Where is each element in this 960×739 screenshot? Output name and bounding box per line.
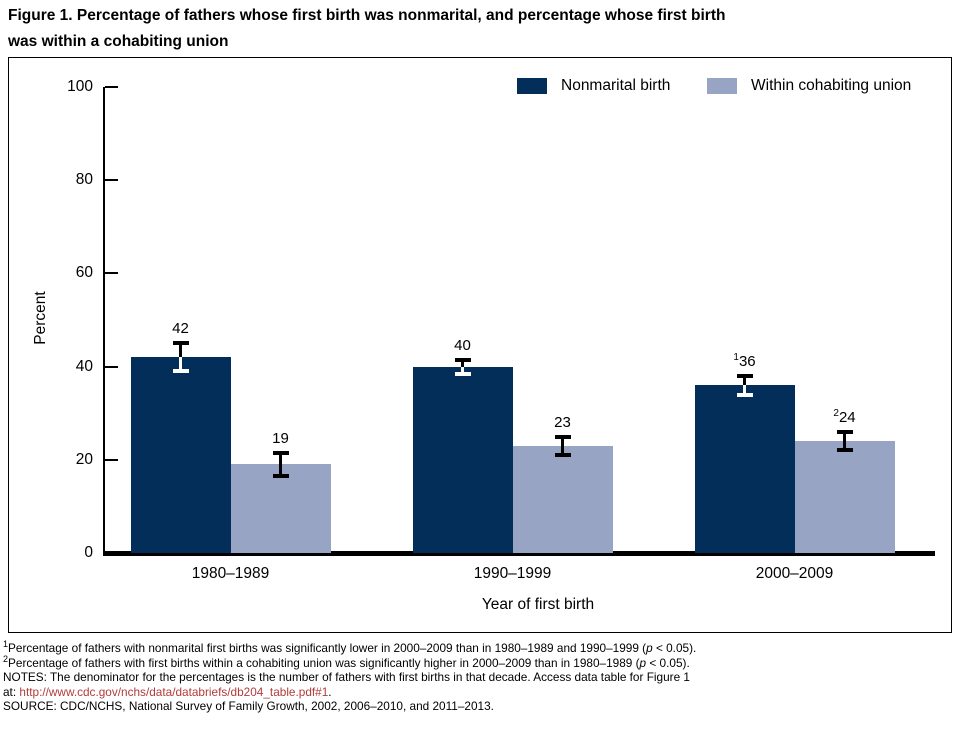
footnote-source: SOURCE: CDC/NCHS, National Survey of Fam… xyxy=(3,699,494,714)
error-cap-bottom-within-cohabiting-union-1990-1999 xyxy=(554,453,571,458)
y-tick-label-40: 40 xyxy=(75,357,93,375)
error-cap-bottom-nonmarital-birth-1990-1999 xyxy=(454,371,471,376)
category-label-1980-1989: 1980–1989 xyxy=(191,565,270,582)
error-stem-upper-nonmarital-birth-1990-1999 xyxy=(461,359,464,367)
footnote-1: 1Percentage of fathers with nonmarital f… xyxy=(3,639,697,655)
y-tick-40 xyxy=(105,365,118,368)
y-tick-label-0: 0 xyxy=(84,544,93,561)
legend-label-nonmarital: Nonmarital birth xyxy=(561,77,671,94)
y-tick-60 xyxy=(105,272,118,275)
error-cap-bottom-within-cohabiting-union-2000-2009 xyxy=(836,448,853,453)
bar-nonmarital-birth-2000-2009 xyxy=(694,385,795,553)
error-stem-upper-within-cohabiting-union-1990-1999 xyxy=(561,436,564,446)
error-stem-upper-within-cohabiting-union-1980-1989 xyxy=(279,452,282,465)
category-label-2000-2009: 2000–2009 xyxy=(755,565,834,582)
y-axis-line xyxy=(103,87,105,553)
y-tick-label-80: 80 xyxy=(75,171,93,189)
error-stem-lower-within-cohabiting-union-1990-1999 xyxy=(561,445,564,456)
error-stem-lower-within-cohabiting-union-1980-1989 xyxy=(279,464,282,477)
y-tick-80 xyxy=(105,179,118,182)
value-label-within-cohabiting-union-1980-1989: 19 xyxy=(272,429,289,447)
footnote-2-superscript: 2 xyxy=(3,653,9,664)
bar-within-cohabiting-union-1990-1999 xyxy=(512,445,613,553)
legend-swatch-nonmarital xyxy=(517,78,547,94)
x-axis-title: Year of first birth xyxy=(481,596,595,613)
footnotes: 1Percentage of fathers with nonmarital f… xyxy=(3,639,697,714)
error-stem-lower-nonmarital-birth-1980-1989 xyxy=(179,357,182,372)
footnote-1-superscript: 1 xyxy=(3,639,9,650)
legend-item-cohabiting: Within cohabiting union xyxy=(707,77,911,95)
error-cap-bottom-within-cohabiting-union-1980-1989 xyxy=(272,474,289,479)
y-tick-100 xyxy=(105,86,118,88)
error-stem-upper-nonmarital-birth-1980-1989 xyxy=(179,343,182,358)
error-stem-lower-nonmarital-birth-1990-1999 xyxy=(461,366,464,374)
value-label-within-cohabiting-union-2000-2009: 224 xyxy=(833,407,856,426)
category-label-1990-1999: 1990–1999 xyxy=(473,565,552,582)
x-axis-line xyxy=(103,551,935,556)
legend-swatch-cohabiting xyxy=(707,78,737,94)
error-stem-lower-nonmarital-birth-2000-2009 xyxy=(743,385,746,395)
error-stem-upper-within-cohabiting-union-2000-2009 xyxy=(843,431,846,442)
bar-within-cohabiting-union-1980-1989 xyxy=(230,464,331,553)
figure-title: Figure 1. Percentage of fathers whose fi… xyxy=(8,3,725,55)
value-label-nonmarital-birth-1990-1999: 40 xyxy=(454,336,471,354)
chart-area: Nonmarital birth Within cohabiting union… xyxy=(8,57,952,633)
y-tick-label-20: 20 xyxy=(75,450,93,468)
footnote-notes: NOTES: The denominator for the percentag… xyxy=(3,670,690,685)
y-tick-label-60: 60 xyxy=(75,264,93,282)
footnote-2: 2Percentage of fathers with first births… xyxy=(3,653,690,670)
error-cap-bottom-nonmarital-birth-1980-1989 xyxy=(172,369,189,374)
bar-nonmarital-birth-1980-1989 xyxy=(130,357,231,553)
data-table-link[interactable]: http://www.cdc.gov/nchs/data/databriefs/… xyxy=(19,684,329,699)
y-tick-20 xyxy=(105,458,118,461)
figure-title-line1: Figure 1. Percentage of fathers whose fi… xyxy=(8,7,726,24)
value-label-within-cohabiting-union-1990-1999: 23 xyxy=(554,413,571,431)
legend-item-nonmarital: Nonmarital birth xyxy=(517,77,670,95)
value-label-nonmarital-birth-2000-2009: 136 xyxy=(733,351,756,370)
error-cap-bottom-nonmarital-birth-2000-2009 xyxy=(736,392,753,397)
legend-label-cohabiting: Within cohabiting union xyxy=(751,77,912,94)
y-axis-title: Percent xyxy=(32,291,49,345)
y-tick-label-100: 100 xyxy=(67,78,93,95)
error-stem-lower-within-cohabiting-union-2000-2009 xyxy=(843,441,846,451)
error-stem-upper-nonmarital-birth-2000-2009 xyxy=(743,375,746,386)
bar-nonmarital-birth-1990-1999 xyxy=(412,366,513,553)
figure-title-line2: was within a cohabiting union xyxy=(8,33,229,50)
footnote-link-line: at: http://www.cdc.gov/nchs/data/databri… xyxy=(3,684,332,699)
value-label-nonmarital-birth-1980-1989: 42 xyxy=(172,320,189,338)
bar-within-cohabiting-union-2000-2009 xyxy=(794,441,895,553)
plot-area: 0 20 40 60 80 100 42 40 136 19 23 224 1980–1989 1990–… xyxy=(9,58,951,632)
